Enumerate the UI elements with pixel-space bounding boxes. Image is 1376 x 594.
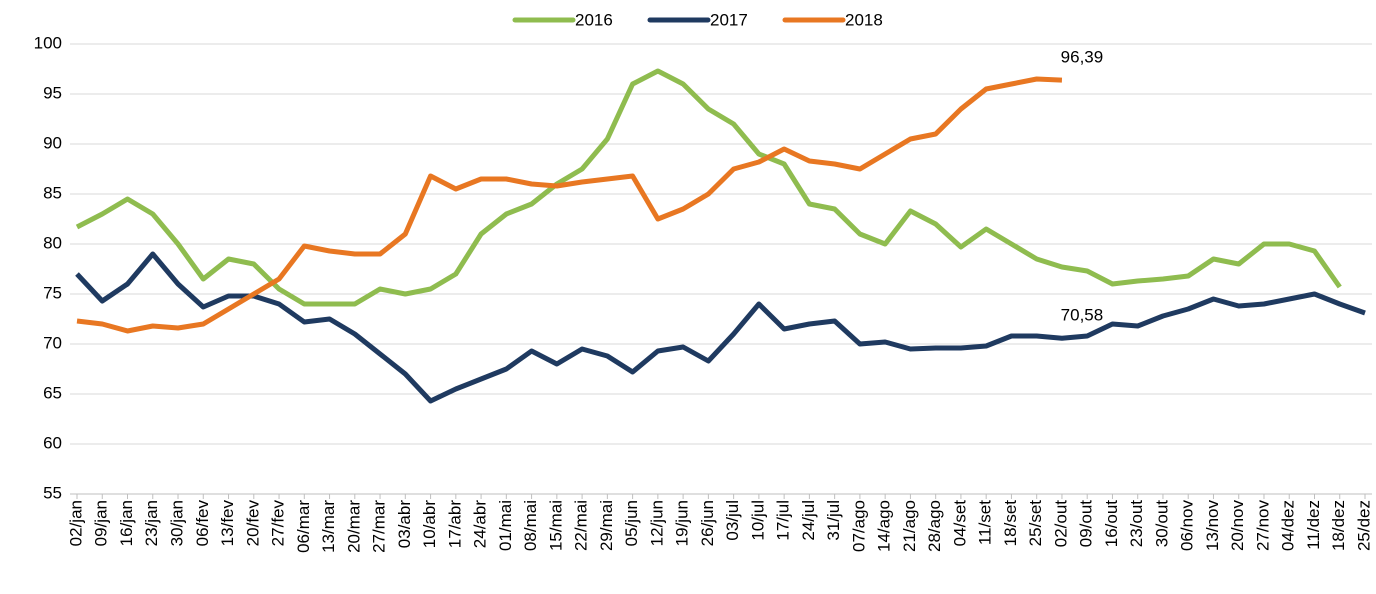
y-tick-label: 85	[43, 183, 62, 202]
x-tick-label: 30/jan	[168, 500, 187, 546]
x-tick-label: 20/mar	[344, 500, 363, 553]
x-tick-label: 05/jun	[622, 500, 641, 546]
x-tick-label: 11/dez	[1304, 500, 1323, 550]
y-tick-label: 55	[43, 483, 62, 502]
x-tick-label: 13/mar	[319, 500, 338, 553]
y-tick-label: 60	[43, 433, 62, 452]
x-tick-label: 06/mar	[294, 500, 313, 553]
x-tick-label: 31/jul	[824, 500, 843, 541]
x-tick-label: 01/mai	[496, 500, 515, 551]
x-tick-label: 17/abr	[445, 500, 464, 549]
x-tick-label: 12/jun	[647, 500, 666, 546]
x-tick-label: 16/out	[1102, 500, 1121, 548]
x-tick-label: 10/abr	[420, 500, 439, 549]
x-tick-label: 06/fev	[193, 500, 212, 547]
x-tick-label: 23/jan	[142, 500, 161, 546]
x-tick-label: 04/dez	[1279, 500, 1298, 551]
x-tick-label: 10/jul	[748, 500, 767, 541]
x-tick-label: 11/set	[976, 500, 995, 545]
y-tick-label: 90	[43, 133, 62, 152]
x-tick-label: 04/set	[950, 500, 969, 547]
data-label: 96,39	[1061, 48, 1104, 67]
x-tick-label: 17/jul	[774, 500, 793, 541]
x-tick-label: 24/jul	[799, 500, 818, 541]
legend-label: 2017	[710, 10, 748, 29]
y-tick-label: 65	[43, 383, 62, 402]
x-tick-label: 27/nov	[1253, 500, 1272, 552]
x-tick-label: 02/out	[1051, 500, 1070, 548]
series-line	[76, 76, 1063, 334]
x-tick-label: 21/ago	[900, 500, 919, 552]
x-tick-label: 27/mar	[370, 500, 389, 553]
x-tick-label: 26/jun	[698, 500, 717, 546]
x-tick-label: 20/fev	[243, 500, 262, 547]
x-tick-label: 18/set	[1001, 500, 1020, 547]
x-tick-label: 03/abr	[395, 500, 414, 549]
y-tick-label: 75	[43, 283, 62, 302]
x-tick-label: 16/jan	[117, 500, 136, 546]
y-tick-label: 95	[43, 83, 62, 102]
x-tick-label: 07/ago	[849, 500, 868, 552]
x-tick-label: 25/dez	[1354, 500, 1373, 551]
x-tick-label: 18/dez	[1329, 500, 1348, 551]
y-tick-label: 70	[43, 333, 62, 352]
x-tick-label: 29/mai	[597, 500, 616, 551]
x-tick-label: 23/out	[1127, 500, 1146, 548]
x-tick-label: 13/fev	[218, 500, 237, 547]
x-tick-label: 14/ago	[875, 500, 894, 552]
x-tick-label: 13/nov	[1203, 500, 1222, 552]
x-tick-label: 03/jul	[723, 500, 742, 541]
legend-label: 2018	[845, 10, 883, 29]
x-tick-label: 15/mai	[546, 500, 565, 551]
x-tick-label: 08/mai	[521, 500, 540, 551]
x-tick-label: 22/mai	[572, 500, 591, 551]
x-tick-label: 09/jan	[92, 500, 111, 546]
data-label: 70,58	[1061, 306, 1104, 325]
x-tick-label: 09/out	[1077, 500, 1096, 548]
x-tick-label: 02/jan	[66, 500, 85, 546]
x-tick-label: 20/nov	[1228, 500, 1247, 552]
y-tick-label: 100	[34, 33, 62, 52]
legend-label: 2016	[575, 10, 613, 29]
y-tick-label: 80	[43, 233, 62, 252]
x-tick-label: 25/set	[1026, 500, 1045, 547]
series-line	[75, 68, 1342, 307]
series-line	[75, 251, 1366, 404]
x-tick-label: 24/abr	[471, 500, 490, 549]
x-tick-label: 30/out	[1152, 500, 1171, 548]
x-tick-label: 28/ago	[925, 500, 944, 552]
x-tick-label: 27/fev	[269, 500, 288, 547]
x-tick-label: 06/nov	[1178, 500, 1197, 552]
x-tick-label: 19/jun	[673, 500, 692, 546]
